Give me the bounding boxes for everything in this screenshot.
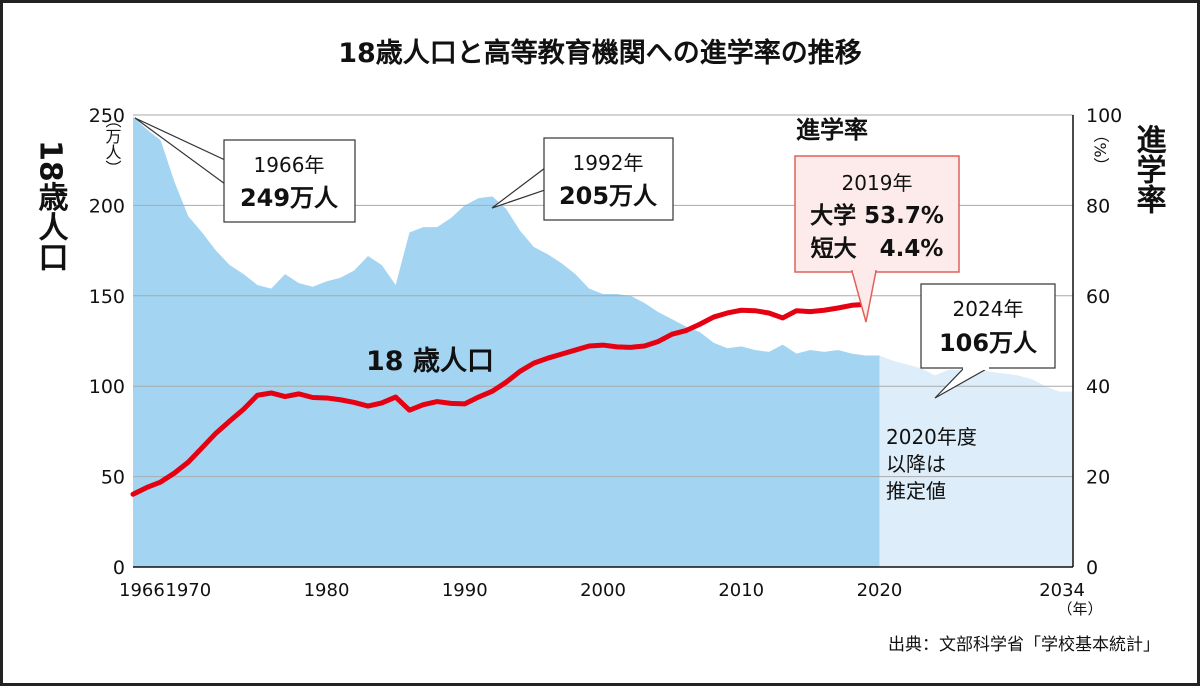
left-tick-label: 250: [89, 105, 125, 127]
chart-title: 18歳人口と高等教育機関への進学率の推移: [338, 37, 862, 69]
x-tick-label: 1980: [304, 580, 350, 601]
left-axis-title: 18歳人口: [33, 140, 69, 272]
right-axis-title: 進学率: [1131, 124, 1167, 214]
rate-line: [130, 301, 869, 497]
callout-1966-value: 249万人: [240, 184, 338, 212]
right-tick-label: 0: [1086, 557, 1098, 579]
rate-line-label: 進学率: [796, 116, 868, 144]
right-axis-unit: （%）: [1091, 126, 1110, 173]
callout-1992: 1992年 205万人: [491, 137, 674, 221]
estimate-note-line-3: 推定値: [886, 479, 946, 503]
left-tick-label: 100: [89, 376, 125, 398]
right-tick-label: 20: [1086, 467, 1110, 489]
callout-2024-box: [920, 283, 1056, 369]
right-tick-label: 80: [1086, 195, 1110, 217]
callout-1966-year: 1966年: [254, 153, 325, 177]
left-tick-label: 50: [101, 467, 125, 489]
estimate-note-line-2: 以降は: [886, 452, 946, 476]
callout-2024: 2024年 106万人: [920, 283, 1056, 399]
callout-2019-junior-college: 短大 4.4%: [811, 235, 944, 262]
x-tick-label: 2020: [857, 580, 903, 601]
left-axis-unit: （万人）: [103, 112, 122, 176]
callout-1992-value: 205万人: [559, 182, 657, 210]
x-tick-label: 2000: [580, 580, 626, 601]
x-axis-unit: （年）: [1057, 600, 1102, 618]
grid-lines: [133, 114, 1073, 478]
population-area-label: 18 歳人口: [366, 346, 494, 377]
source-note: 出典：文部科学省「学校基本統計」: [888, 635, 1160, 655]
callout-2019-university: 大学 53.7%: [810, 202, 944, 229]
right-tick-label: 60: [1086, 286, 1110, 308]
x-tick-label: 1990: [442, 580, 488, 601]
x-tick-label: 1966: [119, 580, 165, 601]
callout-1992-year: 1992年: [573, 151, 644, 175]
estimate-note-line-1: 2020年度: [886, 425, 977, 449]
estimate-note: 2020年度 以降は 推定値: [886, 425, 977, 503]
callout-1966-box: [223, 139, 356, 223]
x-tick-label: 1970: [165, 580, 211, 601]
left-tick-label: 150: [89, 286, 125, 308]
right-tick-label: 100: [1086, 105, 1122, 127]
estimate-area: [879, 355, 1073, 567]
callout-1992-pointer: [491, 166, 546, 209]
left-tick-label: 200: [89, 195, 125, 217]
x-tick-label: 2034: [1039, 580, 1085, 601]
callout-2024-value: 106万人: [939, 329, 1037, 357]
left-axis-ticks: 0 50 100 150 200 250: [89, 105, 125, 579]
callout-2019-year: 2019年: [842, 171, 913, 195]
callout-1992-box: [543, 137, 674, 221]
callout-1966: 1966年 249万人: [134, 117, 356, 223]
x-tick-label: 2010: [718, 580, 764, 601]
callout-2019: 2019年 大学 53.7% 短大 4.4%: [794, 155, 960, 323]
right-tick-label: 40: [1086, 376, 1110, 398]
left-tick-label: 0: [113, 557, 125, 579]
callout-2024-seam: [963, 365, 989, 370]
x-axis-ticks: 1966 1970 1980 1990 2000 2010 2020 2034: [119, 580, 1085, 601]
callout-2024-year: 2024年: [953, 297, 1024, 321]
callout-2019-pointer: [851, 270, 877, 323]
population-area: [133, 116, 880, 568]
callout-2019-box: [794, 155, 960, 273]
right-axis-ticks: 0 20 40 60 80 100: [1086, 105, 1122, 579]
callout-2019-seam: [853, 268, 875, 273]
